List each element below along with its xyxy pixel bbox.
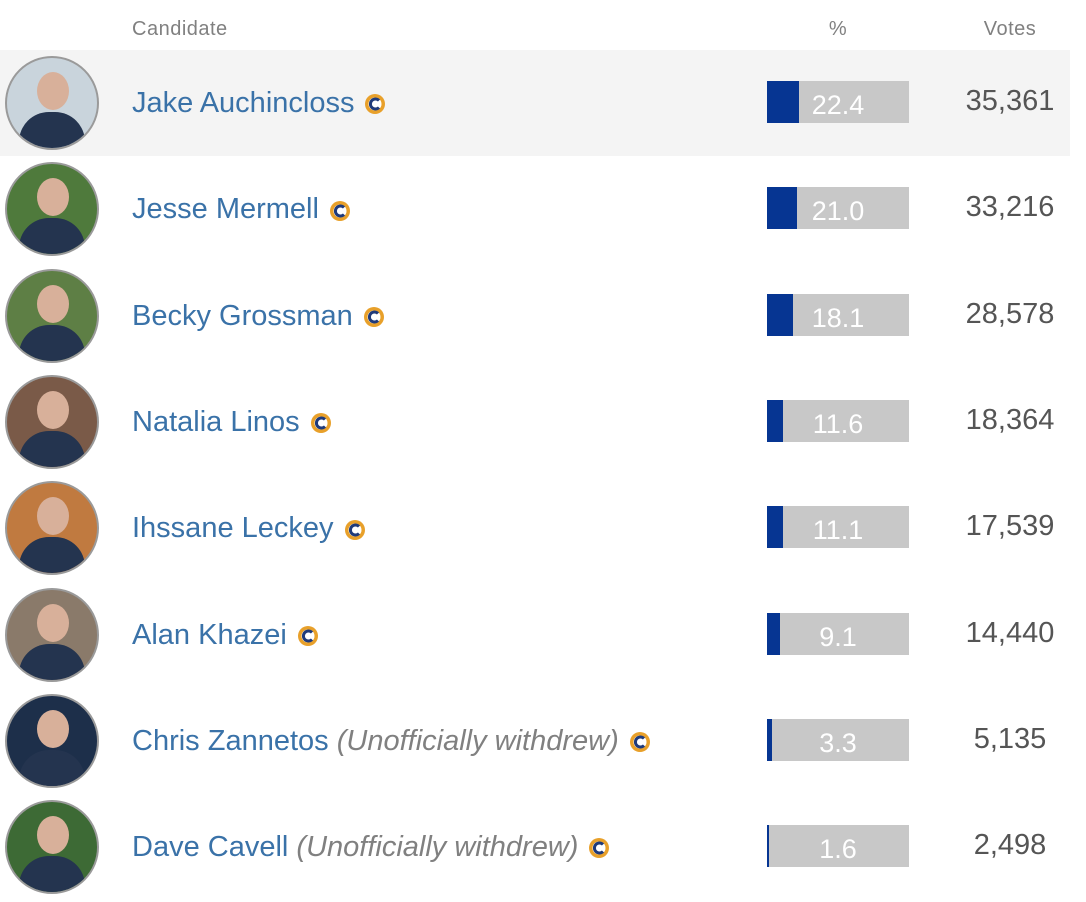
name-text: Jake Auchincloss [132, 87, 355, 119]
vote-count: 28,578 [965, 297, 1055, 330]
avatar [5, 162, 99, 257]
candidate-row: Dave Cavell (Unofficially withdrew) 1.6 2,… [0, 794, 1070, 900]
name-text: Ihssane Leckey [132, 512, 334, 545]
percent-bar: 18.1 [767, 293, 909, 336]
vote-count: 18,364 [965, 403, 1055, 436]
candidate-name: Becky Grossman [132, 298, 385, 334]
candidate-row: Alan Khazei 9.1 14,440 [0, 582, 1070, 688]
avatar-head [37, 497, 69, 536]
percent-fill [767, 81, 799, 123]
name-note: (Unofficially withdrew) [336, 724, 619, 757]
name-text: Jesse Mermell [132, 193, 319, 226]
avatar-head [37, 390, 69, 429]
avatar-body [19, 749, 85, 786]
percent-bar: 1.6 [767, 825, 909, 868]
vote-count: 35,361 [965, 85, 1055, 117]
vote-count: 2,498 [973, 829, 1047, 862]
percent-label: 9.1 [819, 621, 857, 652]
name-text: Dave Cavell [132, 831, 289, 864]
party-icon [310, 413, 331, 434]
percent-label: 3.3 [819, 727, 857, 758]
candidate-row: Ihssane Leckey 11.1 17,539 [0, 475, 1070, 581]
party-icon [329, 200, 350, 221]
percent-fill [767, 506, 783, 549]
percent-bar: 11.6 [767, 399, 909, 442]
avatar [5, 268, 99, 363]
percent-label: 1.6 [819, 834, 857, 865]
percent-bar: 3.3 [767, 718, 909, 761]
avatar [5, 374, 99, 469]
party-icon [365, 94, 386, 115]
avatar [5, 56, 99, 150]
candidate-name: Jesse Mermell [132, 191, 351, 227]
avatar-body [19, 112, 85, 148]
avatar-body [19, 856, 85, 893]
candidate-name: Jake Auchincloss [132, 85, 386, 121]
candidate-row: Becky Grossman 18.1 28,578 [0, 263, 1070, 369]
percent-fill [767, 825, 770, 868]
candidate-name: Natalia Linos [132, 404, 332, 440]
name-text: Natalia Linos [132, 405, 300, 438]
candidate-name: Dave Cavell (Unofficially withdrew) [132, 829, 610, 865]
avatar-head [37, 72, 69, 110]
name-text: Alan Khazei [132, 618, 287, 651]
avatar [5, 481, 99, 576]
percent-bar: 22.4 [767, 81, 909, 123]
avatar-head [37, 603, 69, 642]
percent-bar: 9.1 [767, 612, 909, 655]
header-percent: % [828, 18, 848, 40]
candidate-row: Jake Auchincloss 22.4 35,361 [0, 50, 1070, 156]
percent-bar: 21.0 [767, 187, 909, 230]
party-icon [589, 838, 610, 859]
percent-label: 21.0 [811, 196, 865, 227]
vote-count: 17,539 [965, 510, 1055, 543]
candidate-row: Chris Zannetos (Unofficially withdrew) 3.… [0, 688, 1070, 794]
name-note: (Unofficially withdrew) [296, 831, 579, 864]
name-text: Chris Zannetos [132, 724, 329, 757]
avatar-head [37, 178, 69, 217]
avatar-body [19, 324, 85, 361]
candidate-row: Jesse Mermell 21.0 33,216 [0, 156, 1070, 262]
avatar-head [37, 816, 69, 855]
percent-fill [767, 718, 772, 761]
avatar-body [19, 537, 85, 574]
party-icon [297, 625, 318, 646]
avatar [5, 800, 99, 895]
percent-fill [767, 187, 797, 230]
vote-count: 14,440 [965, 616, 1055, 649]
vote-count: 5,135 [973, 722, 1047, 755]
avatar-body [19, 430, 85, 467]
name-text: Becky Grossman [132, 299, 353, 332]
percent-fill [767, 399, 784, 442]
party-icon [344, 519, 365, 540]
vote-count: 33,216 [965, 191, 1055, 224]
avatar [5, 587, 99, 682]
percent-label: 11.6 [812, 408, 864, 439]
candidate-name: Chris Zannetos (Unofficially withdrew) [132, 723, 651, 759]
party-icon [363, 306, 384, 327]
percent-label: 22.4 [811, 90, 865, 120]
avatar [5, 693, 99, 788]
percent-fill [767, 293, 793, 336]
candidate-row: Natalia Linos 11.6 18,364 [0, 369, 1070, 475]
avatar-head [37, 709, 69, 748]
percent-bar: 11.1 [767, 506, 909, 549]
avatar-body [19, 218, 85, 255]
percent-fill [767, 612, 780, 655]
percent-label: 11.1 [812, 515, 864, 546]
header-candidate: Candidate [132, 18, 228, 40]
candidate-name: Alan Khazei [132, 617, 319, 653]
avatar-head [37, 284, 69, 323]
candidate-name: Ihssane Leckey [132, 510, 366, 546]
avatar-body [19, 643, 85, 680]
party-icon [629, 732, 650, 753]
percent-label: 18.1 [811, 302, 865, 333]
header-votes: Votes [983, 18, 1037, 40]
